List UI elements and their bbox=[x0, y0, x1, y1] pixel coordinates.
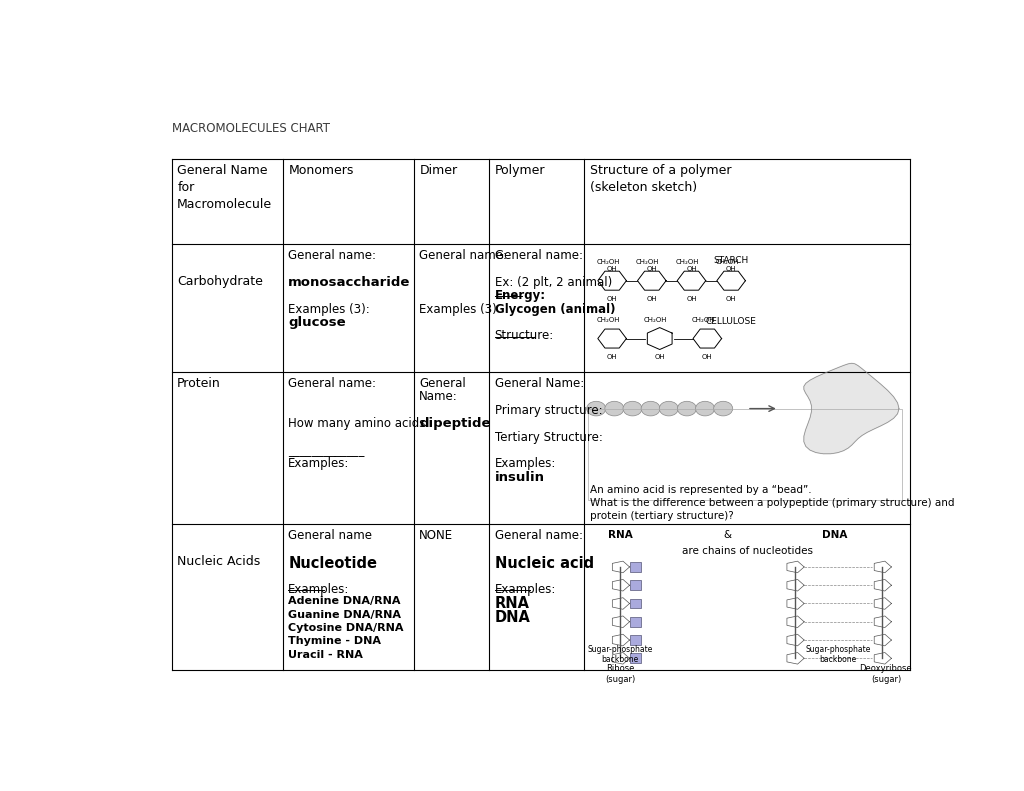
Text: OH: OH bbox=[702, 354, 713, 360]
Text: OH: OH bbox=[726, 296, 736, 302]
Text: OH: OH bbox=[654, 354, 665, 360]
Text: General Name:: General Name: bbox=[495, 377, 584, 390]
Circle shape bbox=[695, 401, 715, 416]
Text: Examples:: Examples: bbox=[289, 583, 349, 596]
Text: NONE: NONE bbox=[419, 529, 454, 542]
Text: Examples:: Examples: bbox=[495, 457, 556, 471]
Text: CH₂OH: CH₂OH bbox=[644, 317, 668, 324]
Text: glucose: glucose bbox=[289, 316, 346, 329]
Text: Monomers: Monomers bbox=[289, 164, 353, 176]
Text: General Name
for
Macromolecule: General Name for Macromolecule bbox=[177, 164, 272, 210]
Text: Sugar-phosphate
backbone: Sugar-phosphate backbone bbox=[588, 645, 652, 664]
Text: Nucleotide: Nucleotide bbox=[289, 556, 377, 571]
Text: General: General bbox=[419, 377, 466, 390]
Text: General name:: General name: bbox=[289, 249, 376, 262]
Bar bbox=[630, 635, 641, 645]
Bar bbox=[630, 617, 641, 626]
Circle shape bbox=[659, 401, 678, 416]
Text: Carbohydrate: Carbohydrate bbox=[177, 274, 263, 288]
Bar bbox=[630, 562, 641, 572]
Text: DNA: DNA bbox=[495, 610, 530, 625]
Circle shape bbox=[714, 401, 733, 416]
Text: CH₂OH: CH₂OH bbox=[596, 317, 620, 324]
Text: Polymer: Polymer bbox=[495, 164, 545, 176]
Bar bbox=[630, 581, 641, 590]
Text: Name:: Name: bbox=[419, 390, 458, 403]
Circle shape bbox=[641, 401, 660, 416]
Text: Cytosine DNA/RNA: Cytosine DNA/RNA bbox=[289, 623, 403, 633]
Text: How many amino acids: How many amino acids bbox=[289, 417, 426, 430]
Text: Ribose
(sugar): Ribose (sugar) bbox=[605, 664, 635, 683]
Text: Thymine - DNA: Thymine - DNA bbox=[289, 637, 381, 646]
Text: Adenine DNA/RNA: Adenine DNA/RNA bbox=[289, 596, 400, 606]
Text: CH₂OH: CH₂OH bbox=[691, 317, 715, 324]
Text: Ex: (2 plt, 2 animal): Ex: (2 plt, 2 animal) bbox=[495, 276, 612, 289]
Text: are chains of nucleotides: are chains of nucleotides bbox=[682, 546, 812, 555]
Text: CH₂OH: CH₂OH bbox=[716, 259, 739, 266]
Polygon shape bbox=[804, 363, 899, 454]
Text: CH₂OH: CH₂OH bbox=[596, 259, 620, 266]
Text: General name:: General name: bbox=[495, 529, 583, 542]
Text: Structure:: Structure: bbox=[495, 329, 554, 343]
Text: Glycogen (animal): Glycogen (animal) bbox=[495, 303, 615, 316]
Circle shape bbox=[678, 401, 696, 416]
Text: dipeptide: dipeptide bbox=[419, 417, 490, 430]
Text: Nucleic Acids: Nucleic Acids bbox=[177, 554, 260, 568]
Text: General name:: General name: bbox=[419, 249, 507, 262]
Text: OH: OH bbox=[686, 296, 696, 302]
Text: RNA: RNA bbox=[607, 531, 633, 540]
Text: Examples:: Examples: bbox=[289, 457, 349, 471]
Text: General name: General name bbox=[289, 529, 373, 542]
Text: OH: OH bbox=[607, 266, 617, 271]
Text: Energy:: Energy: bbox=[495, 290, 546, 302]
Text: CELLULOSE: CELLULOSE bbox=[706, 317, 757, 326]
Bar bbox=[630, 653, 641, 663]
Text: &: & bbox=[723, 531, 731, 540]
Text: CH₂OH: CH₂OH bbox=[636, 259, 659, 266]
Text: Examples:: Examples: bbox=[495, 583, 556, 596]
Text: MACROMOLECULES CHART: MACROMOLECULES CHART bbox=[172, 123, 330, 135]
Text: General name:: General name: bbox=[495, 249, 583, 262]
Bar bbox=[588, 409, 902, 500]
Text: Nucleic acid: Nucleic acid bbox=[495, 556, 594, 571]
Circle shape bbox=[587, 401, 606, 416]
Bar bbox=[630, 599, 641, 608]
Text: Tertiary Structure:: Tertiary Structure: bbox=[495, 430, 602, 444]
Text: An amino acid is represented by a “bead”.
What is the difference between a polyp: An amino acid is represented by a “bead”… bbox=[590, 485, 954, 521]
Text: monosaccharide: monosaccharide bbox=[289, 276, 411, 289]
Text: Dimer: Dimer bbox=[419, 164, 458, 176]
Text: Examples (3):: Examples (3): bbox=[289, 303, 370, 316]
Text: Examples (3): Examples (3) bbox=[419, 303, 497, 316]
Text: Protein: Protein bbox=[177, 377, 221, 390]
Text: insulin: insulin bbox=[495, 471, 545, 484]
Text: _____________: _____________ bbox=[289, 444, 365, 457]
Text: OH: OH bbox=[686, 266, 696, 271]
Text: Guanine DNA/RNA: Guanine DNA/RNA bbox=[289, 610, 401, 619]
Text: Primary structure:: Primary structure: bbox=[495, 403, 602, 417]
Text: Structure of a polymer
(skeleton sketch): Structure of a polymer (skeleton sketch) bbox=[590, 164, 731, 194]
Text: RNA: RNA bbox=[495, 596, 529, 611]
Text: OH: OH bbox=[607, 296, 617, 302]
Text: DNA: DNA bbox=[821, 531, 847, 540]
Text: OH: OH bbox=[607, 354, 617, 360]
Text: OH: OH bbox=[646, 266, 657, 271]
Circle shape bbox=[623, 401, 642, 416]
Text: Sugar-phosphate
backbone: Sugar-phosphate backbone bbox=[806, 645, 871, 664]
Text: Uracil - RNA: Uracil - RNA bbox=[289, 649, 364, 660]
Text: STARCH: STARCH bbox=[714, 256, 749, 265]
Text: OH: OH bbox=[726, 266, 736, 271]
Text: OH: OH bbox=[646, 296, 657, 302]
Text: CH₂OH: CH₂OH bbox=[676, 259, 699, 266]
Circle shape bbox=[605, 401, 624, 416]
Text: Deoxyribose
(sugar): Deoxyribose (sugar) bbox=[859, 664, 912, 683]
Text: General name:: General name: bbox=[289, 377, 376, 390]
